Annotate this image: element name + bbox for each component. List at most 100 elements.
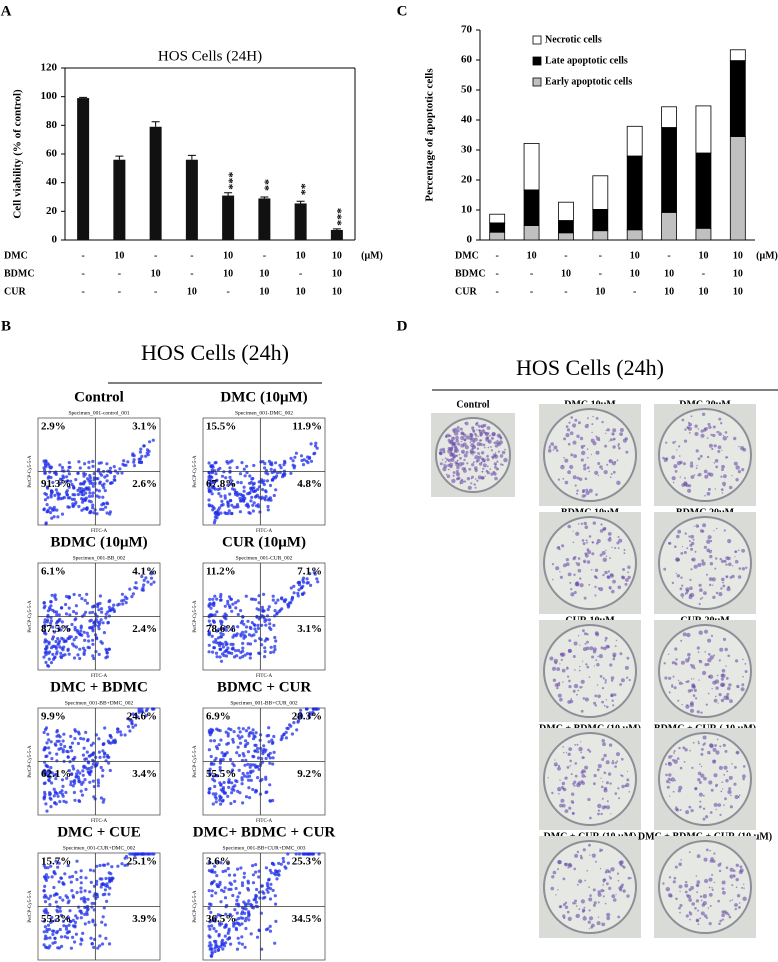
cell-dot (274, 476, 277, 479)
colony (707, 437, 709, 439)
colony (615, 645, 617, 647)
cell-dot (86, 632, 89, 635)
legend-swatch (533, 78, 541, 86)
colony (604, 445, 607, 448)
error-bar (333, 229, 341, 230)
cell-dot (214, 795, 217, 798)
cell-dot (267, 878, 270, 881)
cell-dot (214, 947, 217, 950)
colony (599, 439, 601, 441)
cell-dot (267, 498, 270, 501)
cell-dot (243, 876, 246, 879)
cell-dot (220, 940, 223, 943)
colony (568, 807, 571, 810)
cell-dot (78, 594, 81, 597)
colony (710, 860, 713, 863)
colony (691, 683, 695, 687)
colony (556, 449, 559, 452)
colony (611, 590, 615, 594)
cell-dot (231, 762, 234, 765)
cell-dot (142, 583, 145, 586)
cell-dot (91, 654, 94, 657)
cell-dot (45, 741, 48, 744)
cell-dot (248, 732, 251, 735)
colony (578, 421, 581, 424)
cell-dot (48, 944, 51, 947)
colony (726, 866, 729, 869)
colony (583, 467, 586, 470)
cell-dot (125, 601, 128, 604)
colony (673, 752, 675, 754)
colony (715, 786, 717, 788)
colony (731, 475, 732, 476)
colony (700, 895, 702, 897)
cell-dot (46, 664, 49, 667)
treatment-dose: - (496, 286, 499, 297)
colony (595, 436, 597, 438)
cell-dot (228, 928, 231, 931)
colony (679, 885, 683, 889)
cell-dot (125, 597, 128, 600)
cell-dot (268, 605, 271, 608)
colony (680, 577, 682, 579)
cell-dot (273, 636, 276, 639)
colony (689, 432, 691, 434)
cell-dot (43, 889, 46, 892)
colony (683, 482, 687, 486)
cell-dot (73, 799, 76, 802)
colony (668, 542, 671, 545)
colony (468, 468, 471, 471)
colony (690, 689, 693, 692)
colony (722, 919, 724, 921)
cell-dot (103, 483, 106, 486)
cell-dot (207, 925, 210, 928)
cell-dot (42, 656, 45, 659)
colony (453, 475, 455, 477)
colony (588, 584, 590, 586)
cell-dot (291, 732, 294, 735)
cell-dot (100, 611, 103, 614)
quadrant-percent: 9.9% (41, 711, 66, 723)
colony (688, 806, 691, 809)
cell-dot (51, 637, 54, 640)
treatment-name: CUR (4, 286, 26, 297)
cell-dot (79, 890, 82, 893)
colony (569, 582, 571, 584)
colony (710, 540, 712, 542)
colony (726, 456, 728, 458)
cell-dot (84, 889, 87, 892)
colony (557, 868, 559, 870)
colony (612, 700, 614, 702)
cell-dot (84, 765, 87, 768)
colony (729, 916, 732, 919)
colony (691, 415, 693, 417)
colony (621, 775, 623, 777)
colony (578, 879, 582, 883)
treatment-dose: - (190, 250, 193, 261)
colony (700, 434, 704, 438)
cell-dot (54, 941, 57, 944)
cell-dot (293, 591, 296, 594)
colony (582, 661, 583, 662)
treatment-name: BDMC (4, 268, 35, 279)
bar-segment (696, 106, 711, 153)
colony (725, 563, 727, 565)
colony (701, 900, 703, 902)
y-tick-label: 120 (41, 62, 58, 74)
colony (446, 458, 449, 461)
colony (610, 813, 611, 814)
cell-dot (113, 475, 116, 478)
colony (709, 550, 712, 553)
cell-dot (100, 921, 103, 924)
colony (568, 685, 571, 688)
colony (450, 451, 452, 453)
colony (606, 699, 607, 700)
cell-dot (104, 506, 107, 509)
colony (464, 422, 466, 424)
colony (691, 558, 693, 560)
colony (693, 694, 696, 697)
colony (587, 448, 589, 450)
cell-dot (59, 655, 62, 658)
treatment-dose: 10 (527, 250, 537, 261)
cell-dot (247, 881, 250, 884)
